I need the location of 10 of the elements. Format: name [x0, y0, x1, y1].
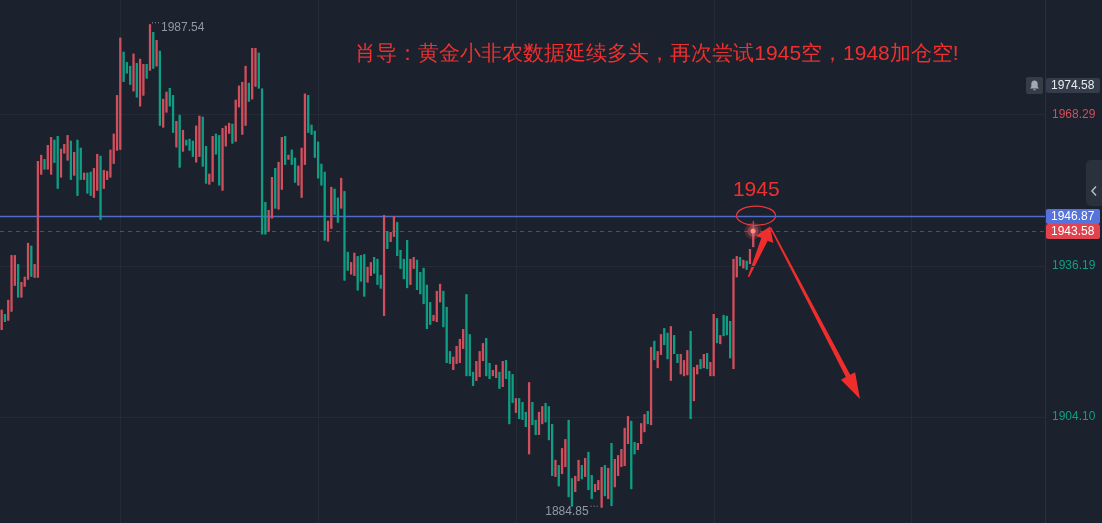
text: 肖导：黄金小非农数据延续多头，再次尝试1945空，1948加仓空! [355, 40, 959, 64]
y-tick-label: 1936.19 [1052, 258, 1096, 273]
text: 1974.58 [1051, 78, 1095, 93]
annotation: 1884.85 [545, 503, 589, 518]
ref-line-label: 1943.58 [1051, 224, 1095, 239]
y-tick-label: 1904.10 [1052, 409, 1096, 424]
annotation: 1945 [732, 176, 780, 200]
ref-line-label: 1946.87 [1051, 209, 1095, 224]
annotation: 1987.54 [160, 19, 205, 34]
y-tick-label: 1968.29 [1052, 107, 1096, 122]
